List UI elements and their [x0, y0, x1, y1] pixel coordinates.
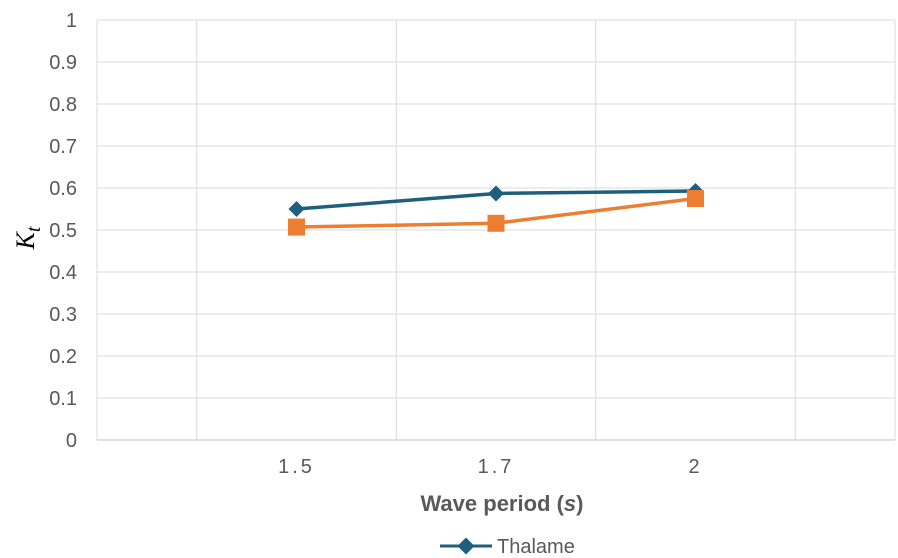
y-tick-label: 0.8	[49, 94, 77, 116]
y-tick-label: 0.6	[49, 178, 77, 200]
legend: Thalame	[440, 536, 575, 558]
x-tick-label: 1.7	[478, 456, 515, 478]
x-tick-label: 1.5	[278, 456, 315, 478]
data-point	[687, 190, 704, 207]
y-tick-label: 0.5	[49, 220, 77, 242]
y-tick-label: 0.2	[49, 346, 77, 368]
y-tick-label: 0.1	[49, 388, 77, 410]
x-axis-title: Wave period (s)	[420, 491, 583, 516]
y-tick-label: 1	[66, 10, 77, 32]
y-axis-title-subscript: t	[23, 226, 45, 232]
y-tick-labels: 0 0.1 0.2 0.3 0.4 0.5 0.6 0.7 0.8 0.9 1	[49, 10, 77, 452]
y-tick-label: 0	[66, 430, 77, 452]
x-tick-labels: 1.5 1.7 2	[278, 456, 702, 478]
y-tick-label: 0.7	[49, 136, 77, 158]
legend-label-thalame: Thalame	[497, 536, 575, 558]
series-group	[288, 182, 704, 236]
data-point	[488, 185, 504, 202]
y-axis-title: Kt	[11, 226, 45, 250]
y-tick-label: 0.9	[49, 52, 77, 74]
data-point	[288, 218, 305, 236]
data-point	[487, 214, 505, 232]
y-tick-label: 0.4	[49, 262, 77, 284]
x-tick-label: 2	[688, 456, 702, 478]
legend-marker-thalame	[457, 537, 475, 555]
y-tick-label: 0.3	[49, 304, 77, 326]
x-axis-title-unit: s	[564, 491, 576, 516]
data-point	[288, 201, 305, 217]
